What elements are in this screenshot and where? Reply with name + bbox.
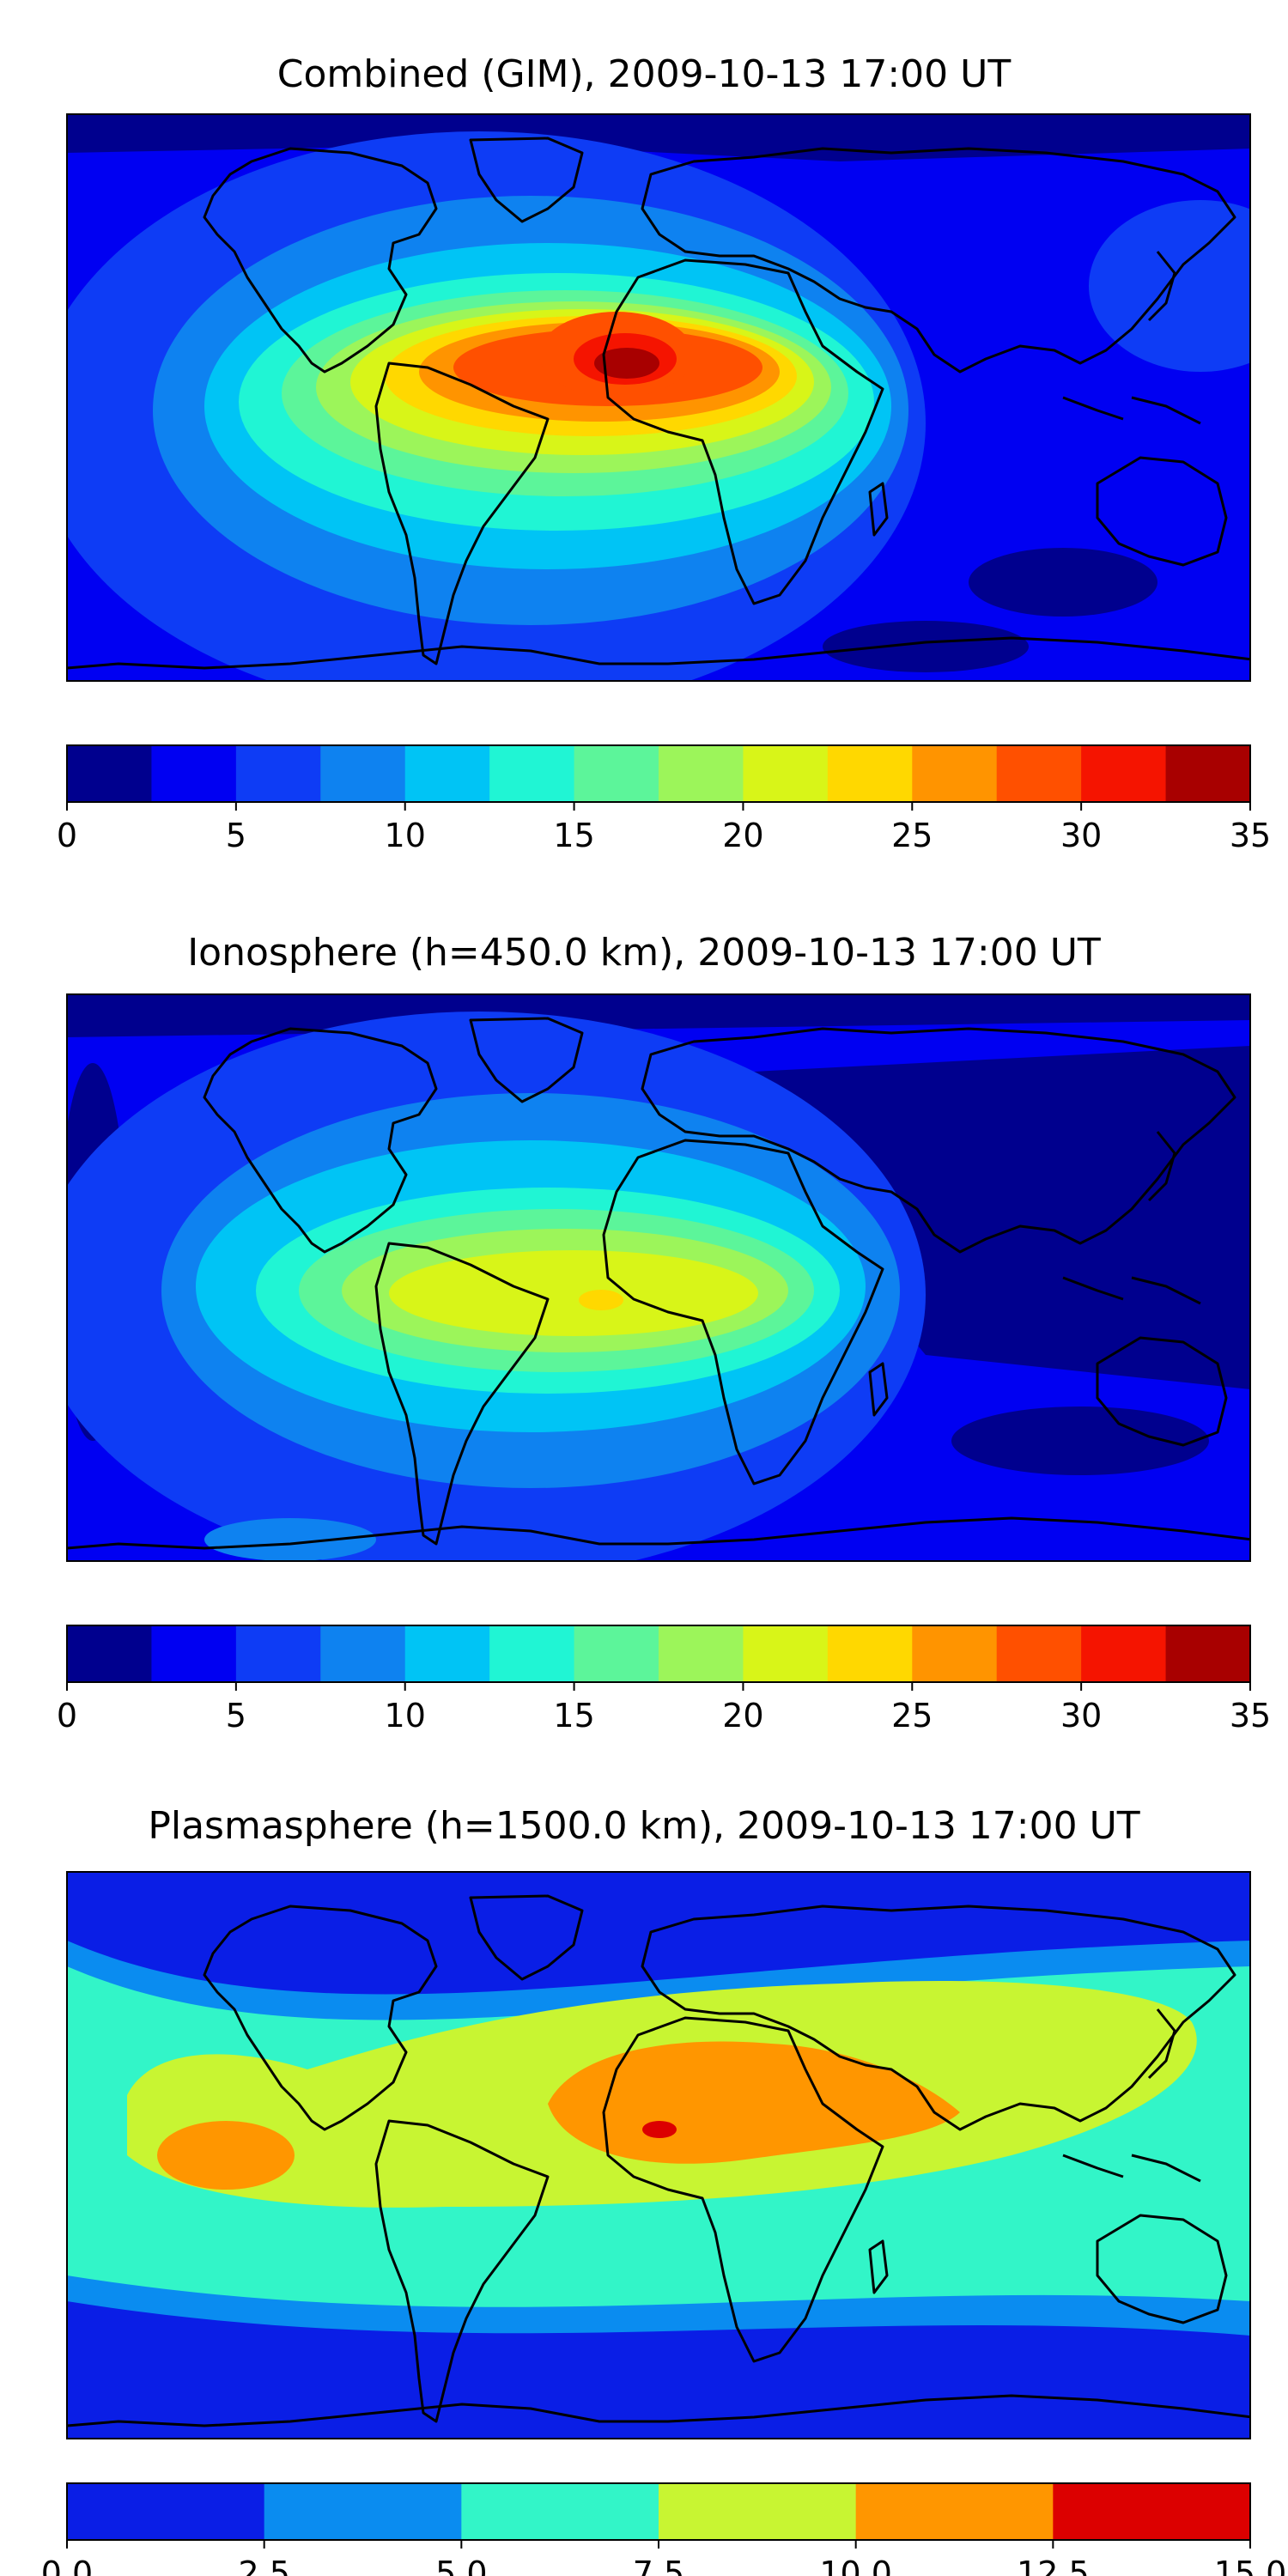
colorbar-tick-label: 15.0: [1214, 2555, 1287, 2576]
colorbar-tick-label: 25: [891, 817, 933, 854]
colorbar-swatch: [320, 745, 406, 802]
colorbar-swatch: [404, 745, 490, 802]
colorbar-combined: 0 5 10 15 20 25 30 35: [57, 744, 1271, 854]
colorbar-tick-label: 15: [553, 817, 594, 854]
colorbar-swatch: [1165, 745, 1251, 802]
colorbar-tick-label: 25: [891, 1697, 933, 1735]
colorbar-tick-label: 0: [57, 817, 77, 854]
colorbar-tick-label: 30: [1060, 817, 1102, 854]
colorbar-tick-label: 5.0: [435, 2555, 487, 2576]
panel-ionosphere: Ionosphere (h=450.0 km), 2009-10-13 17:0…: [57, 931, 1271, 1735]
colorbar-swatch: [151, 1625, 237, 1682]
map-combined: [66, 113, 1251, 682]
colorbar-swatch: [827, 745, 913, 802]
colorbar-swatch: [489, 1625, 575, 1682]
colorbar-swatch: [489, 745, 575, 802]
colorbar-swatch: [659, 1625, 744, 1682]
colorbar-swatch: [67, 745, 152, 802]
panel-combined: Combined (GIM), 2009-10-13 17:00 UT: [57, 52, 1271, 854]
panel-title: Combined (GIM), 2009-10-13 17:00 UT: [277, 52, 1012, 96]
colorbar-ionosphere: 0 5 10 15 20 25 30 35: [57, 1625, 1271, 1735]
colorbar-tick-label: 15: [553, 1697, 594, 1735]
colorbar-swatch: [264, 2483, 462, 2540]
colorbar-tick-label: 12.5: [1017, 2555, 1090, 2576]
colorbar-swatch: [827, 1625, 913, 1682]
colorbar-swatch: [996, 1625, 1082, 1682]
panel-plasmasphere: Plasmasphere (h=1500.0 km), 2009-10-13 1…: [41, 1804, 1287, 2576]
colorbar-tick-label: 35: [1230, 1697, 1271, 1735]
colorbar-swatch: [743, 745, 829, 802]
colorbar-swatch: [404, 1625, 490, 1682]
colorbar-tick-label: 10: [385, 817, 426, 854]
colorbar-tick-label: 35: [1230, 817, 1271, 854]
colorbar-tick-label: 7.5: [633, 2555, 684, 2576]
colorbar-swatch: [1053, 2483, 1251, 2540]
panel-title: Ionosphere (h=450.0 km), 2009-10-13 17:0…: [187, 931, 1101, 975]
colorbar-tick-label: 0: [57, 1697, 77, 1735]
colorbar-tick-label: 20: [722, 817, 763, 854]
panel-title: Plasmasphere (h=1500.0 km), 2009-10-13 1…: [148, 1804, 1139, 1848]
colorbar-swatch: [1081, 745, 1167, 802]
colorbar-tick-label: 10.0: [819, 2555, 892, 2576]
colorbar-swatch: [1165, 1625, 1251, 1682]
map-plasmasphere: [66, 1871, 1251, 2439]
colorbar-swatch: [1081, 1625, 1167, 1682]
colorbar-swatch: [235, 745, 321, 802]
colorbar-swatch: [235, 1625, 321, 1682]
colorbar-swatch: [659, 745, 744, 802]
colorbar-swatch: [912, 745, 998, 802]
colorbar-swatch: [996, 745, 1082, 802]
colorbar-tick-label: 5: [226, 1697, 246, 1735]
colorbar-tick-label: 2.5: [238, 2555, 289, 2576]
map-ionosphere: [66, 993, 1251, 1562]
colorbar-tick-label: 20: [722, 1697, 763, 1735]
colorbar-swatch: [574, 745, 659, 802]
colorbar-swatch: [659, 2483, 857, 2540]
colorbar-swatch: [855, 2483, 1054, 2540]
colorbar-tick-label: 30: [1060, 1697, 1102, 1735]
colorbar-plasmasphere: 0.0 2.5 5.0 7.5 10.0 12.5 15.0: [41, 2482, 1287, 2576]
colorbar-swatch: [574, 1625, 659, 1682]
colorbar-swatch: [67, 1625, 152, 1682]
colorbar-frame: [66, 1625, 1251, 1683]
colorbar-swatch: [743, 1625, 829, 1682]
colorbar-swatch: [151, 745, 237, 802]
colorbar-tick-label: 10: [385, 1697, 426, 1735]
colorbar-swatch: [320, 1625, 406, 1682]
colorbar-tick-label: 0.0: [41, 2555, 93, 2576]
colorbar-swatch: [461, 2483, 659, 2540]
colorbar-swatch: [67, 2483, 265, 2540]
colorbar-frame: [66, 744, 1251, 803]
colorbar-tick-label: 5: [226, 817, 246, 854]
colorbar-swatch: [912, 1625, 998, 1682]
